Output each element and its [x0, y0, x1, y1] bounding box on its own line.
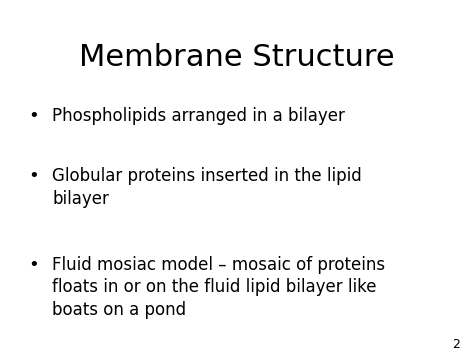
Text: •: •: [28, 106, 39, 125]
Text: Fluid mosiac model – mosaic of proteins
floats in or on the fluid lipid bilayer : Fluid mosiac model – mosaic of proteins …: [52, 256, 385, 320]
Text: •: •: [28, 256, 39, 274]
Text: 2: 2: [452, 338, 460, 351]
Text: Phospholipids arranged in a bilayer: Phospholipids arranged in a bilayer: [52, 106, 345, 125]
Text: Globular proteins inserted in the lipid
bilayer: Globular proteins inserted in the lipid …: [52, 167, 362, 208]
Text: Membrane Structure: Membrane Structure: [79, 43, 395, 72]
Text: •: •: [28, 167, 39, 185]
